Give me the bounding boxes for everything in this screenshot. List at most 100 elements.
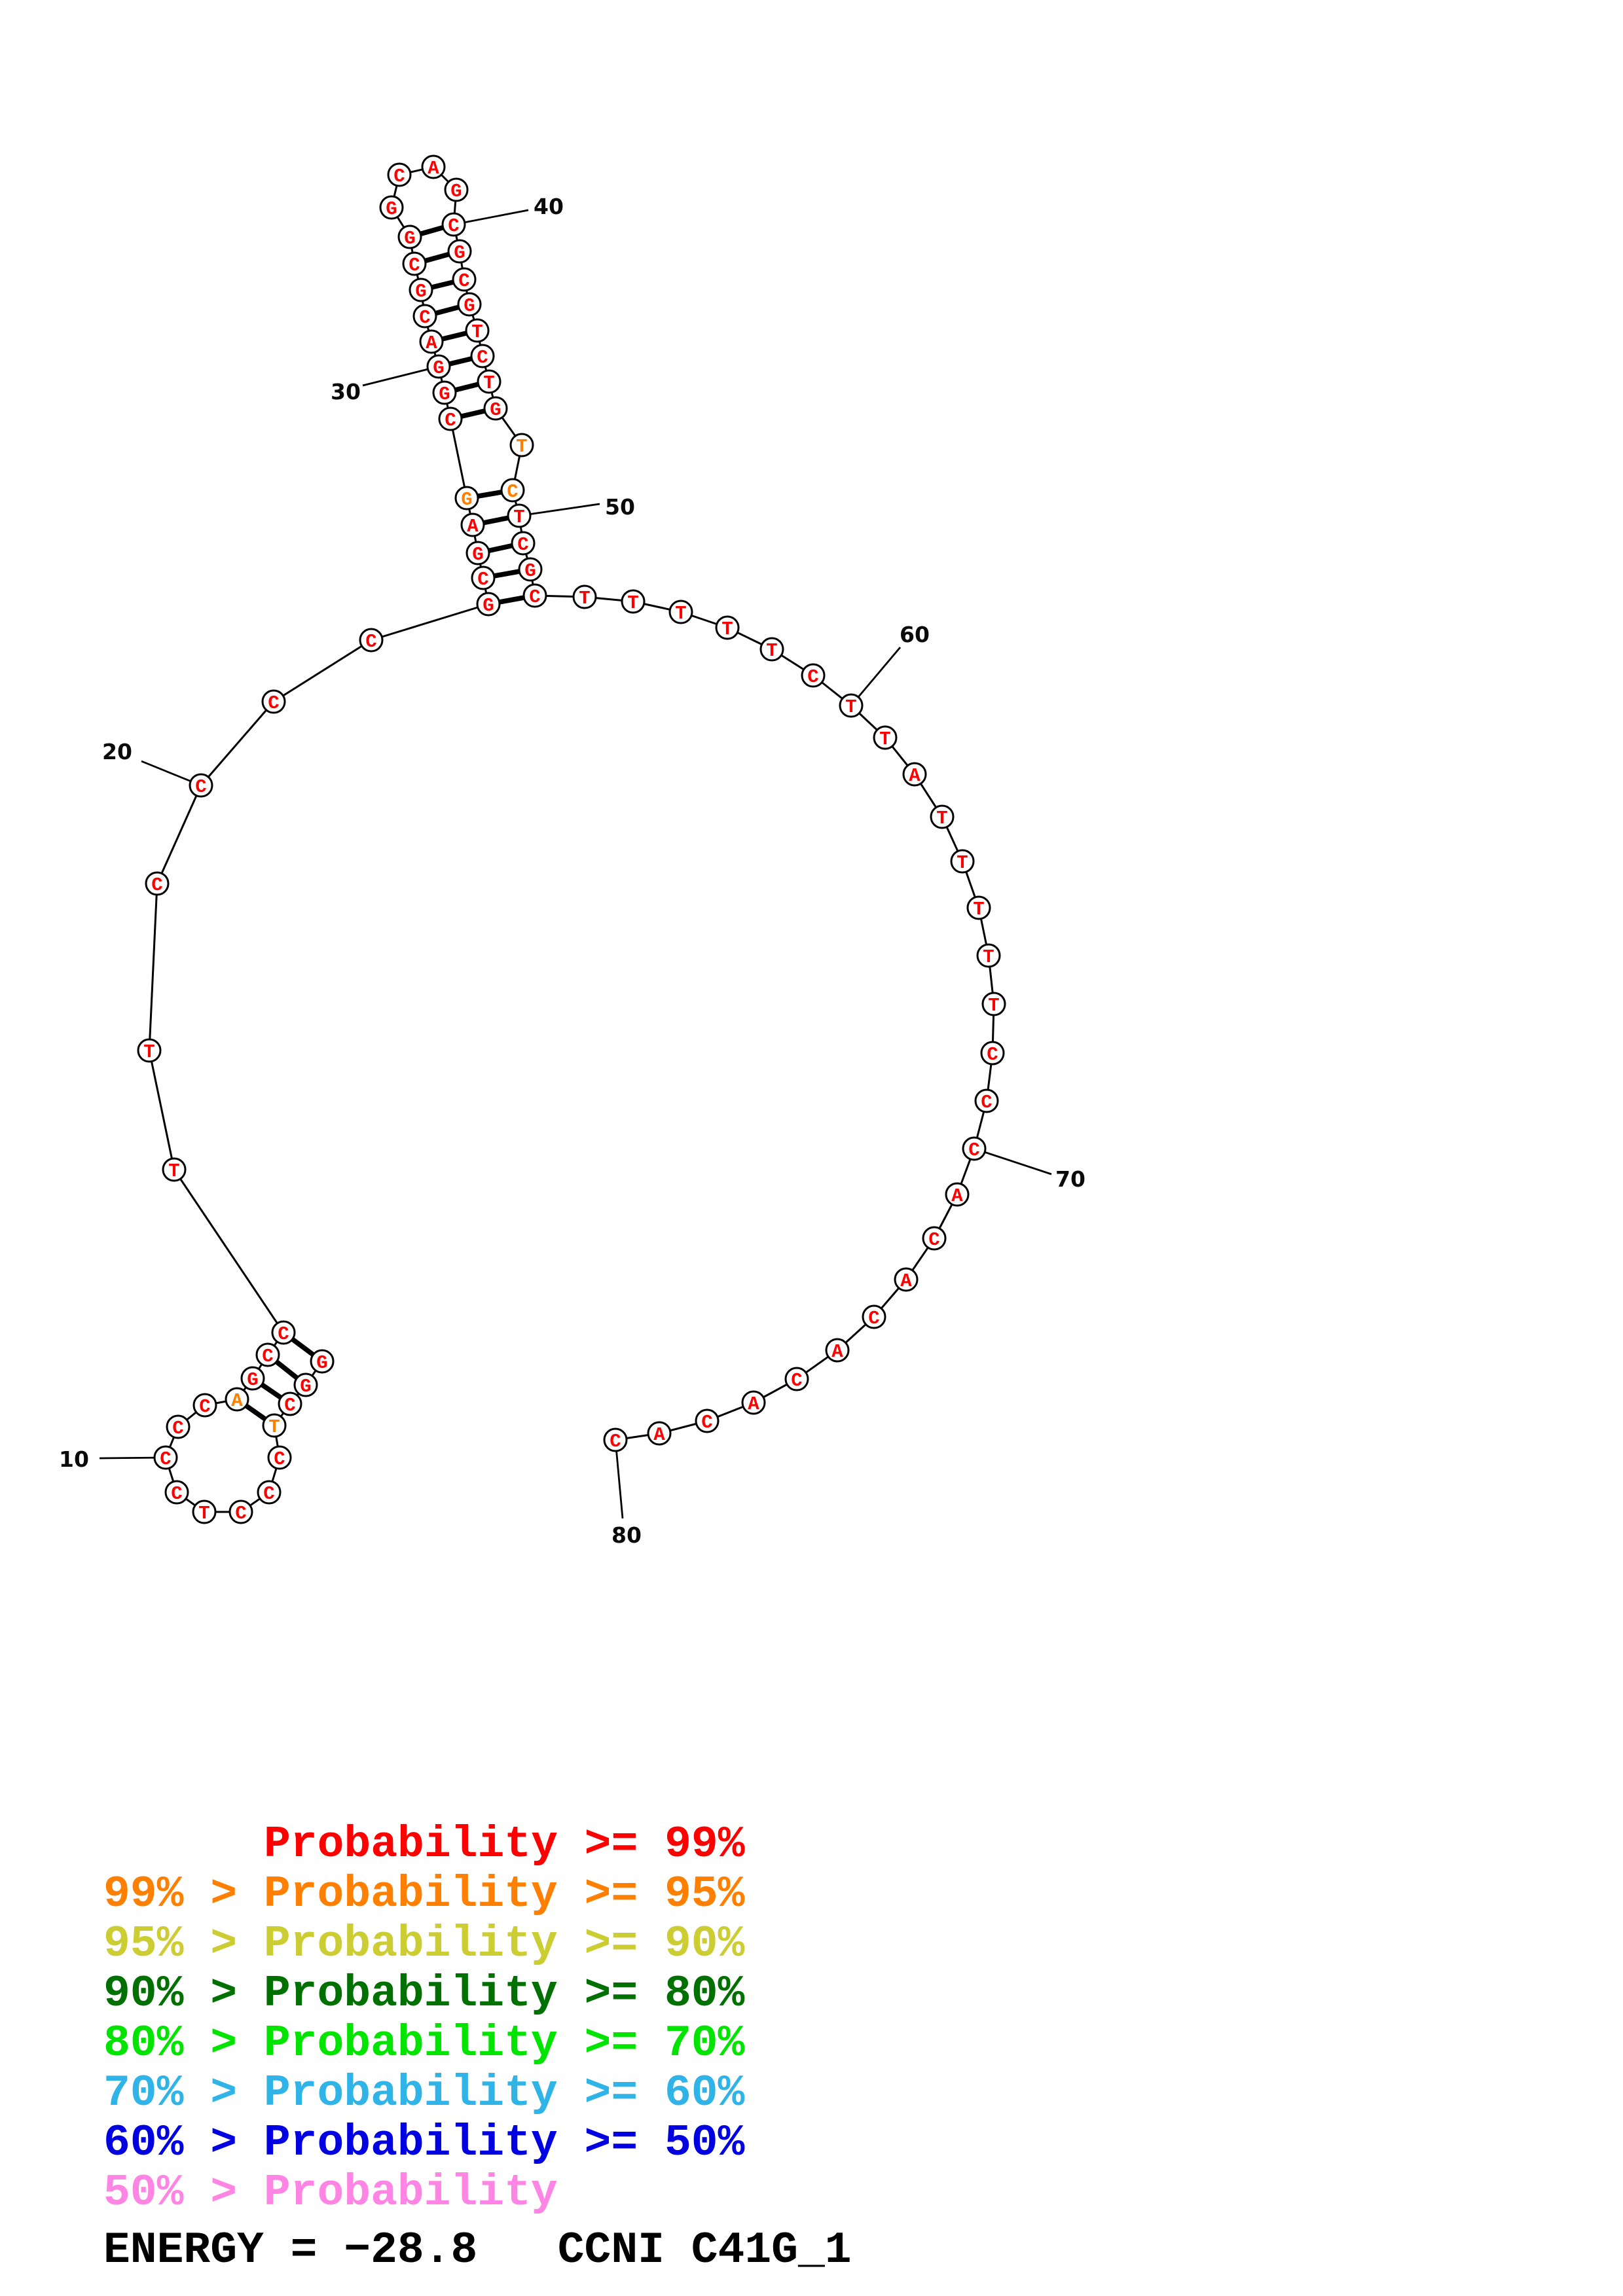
nucleotide-base: A — [653, 1424, 665, 1446]
nucleotide-circle — [465, 541, 490, 565]
nucleotide-base: G — [433, 357, 444, 379]
nucleotide-base: T — [675, 603, 686, 624]
tick-line — [850, 647, 902, 706]
nucleotide-circle — [137, 1038, 162, 1063]
nucleotide-base: C — [171, 1483, 182, 1505]
nucleotide-base: T — [627, 592, 638, 614]
nucleotide-base: C — [987, 1044, 998, 1066]
nucleotide-base: C — [701, 1412, 712, 1433]
nucleotide-base: G — [490, 399, 501, 421]
nucleotide-base: T — [168, 1160, 179, 1182]
nucleotide-circle — [477, 369, 501, 394]
nucleotide-circle — [471, 565, 496, 590]
nucleotide-base: T — [143, 1041, 155, 1063]
nucleotide-base: C — [448, 215, 459, 237]
nucleotide-circle — [293, 1372, 318, 1397]
nucleotide-base: C — [445, 410, 456, 431]
tick-line — [614, 1439, 624, 1519]
nucleotide-circle — [189, 773, 213, 798]
legend-row-80-90: 90% > Probability >= 80% — [103, 1969, 745, 2019]
nucleotide-base: T — [766, 640, 777, 662]
legend-row-90-95: 95% > Probability >= 90% — [103, 1919, 745, 1969]
nucleotide-circle — [412, 304, 437, 329]
position-labels: 10 20 30 40 50 60 70 80 — [59, 194, 1085, 1548]
nucleotide-base: C — [477, 347, 488, 368]
nucleotide-circle — [409, 278, 433, 302]
nucleotide-circle — [192, 1393, 217, 1418]
nucleotide-circle — [444, 177, 469, 202]
nucleotide-circle — [966, 895, 991, 920]
nucleotide-base: C — [274, 1448, 285, 1470]
nucleotide-base: C — [278, 1323, 289, 1345]
nucleotide-base: C — [507, 481, 518, 503]
nucleotide-circle — [950, 849, 975, 874]
nucleotide-circle — [902, 762, 927, 787]
nucleotide-base: C — [458, 270, 469, 292]
nucleotide-base: C — [791, 1370, 802, 1391]
nucleotide-base: G — [404, 228, 415, 249]
nucleotide-base: G — [454, 242, 465, 264]
nucleotide-base: G — [450, 181, 462, 202]
nucleotide-base: G — [472, 544, 483, 565]
nucleotide-base: C — [365, 631, 376, 653]
nucleotide-base: C — [868, 1308, 879, 1329]
nucleotide-circle — [271, 1320, 296, 1345]
nucleotide-base: G — [247, 1369, 258, 1391]
nucleotide-base: T — [579, 588, 590, 609]
nucleotide-circle — [784, 1367, 809, 1391]
nucleotide-base: C — [151, 874, 162, 896]
backbone-segment — [156, 785, 202, 884]
nucleotide-circle — [261, 689, 286, 714]
nucleotide-circle — [945, 1182, 970, 1207]
probability-legend: Probability >= 99% 99% > Probability >= … — [103, 1820, 745, 2218]
nucleotide-base: G — [524, 560, 536, 582]
backbone-segment — [148, 883, 158, 1051]
legend-row-95-99: 99% > Probability >= 95% — [103, 1869, 745, 1920]
nucleotide-circle — [572, 584, 597, 609]
nucleotide-circle — [225, 1387, 249, 1412]
nucleotide-base: G — [464, 295, 475, 317]
legend-row-99: Probability >= 99% — [264, 1820, 745, 1870]
nucleotide-circle — [801, 663, 826, 688]
nucleotide-base: T — [268, 1416, 280, 1438]
backbone-segment — [273, 639, 372, 703]
legend-row-70-80: 80% > Probability >= 70% — [103, 2018, 745, 2069]
nucleotide-circle — [476, 592, 501, 617]
nucleotide-circle — [387, 162, 412, 187]
nucleotide-circle — [228, 1499, 253, 1524]
nucleotide-base: G — [316, 1352, 327, 1374]
nucleotide-circle — [500, 478, 525, 503]
nucleotide-base: A — [426, 332, 437, 354]
nucleotide-base: C — [928, 1229, 939, 1251]
nucleotide-base: A — [831, 1341, 843, 1363]
nucleotide-base: G — [415, 281, 426, 302]
nucleotide-circle — [397, 224, 422, 249]
backbone-segment — [200, 701, 275, 786]
nucleotide-circle — [695, 1408, 720, 1433]
nucleotide-base: C — [195, 776, 206, 798]
nucleotide-base: C — [477, 569, 488, 590]
nucleotide-circle — [257, 1480, 282, 1505]
nucleotide-circle — [511, 531, 536, 556]
tick-line — [362, 365, 439, 387]
nucleotide-base: A — [467, 516, 479, 537]
nucleotide-circle — [715, 615, 740, 640]
nucleotide-circle — [153, 1445, 178, 1470]
nucleotide-circle — [522, 583, 547, 608]
nucleotide-base: C — [268, 692, 279, 714]
nucleotide-base: T — [936, 808, 947, 829]
nucleotide-base: C — [981, 1092, 992, 1113]
nucleotide-circle — [255, 1342, 280, 1367]
nucleotide-base: C — [529, 586, 540, 608]
nucleotide-base: A — [748, 1393, 759, 1415]
nucleotide-circle — [278, 1391, 302, 1416]
position-label: 10 — [59, 1446, 89, 1472]
nucleotide-circle — [447, 239, 472, 264]
nucleotide-circle — [518, 557, 543, 582]
nucleotide-circle — [379, 195, 404, 220]
nucleotide-base: T — [957, 852, 968, 874]
nucleotide-circle — [454, 486, 479, 511]
nucleotide-base: G — [300, 1376, 311, 1397]
nucleotide-circle — [509, 433, 534, 457]
